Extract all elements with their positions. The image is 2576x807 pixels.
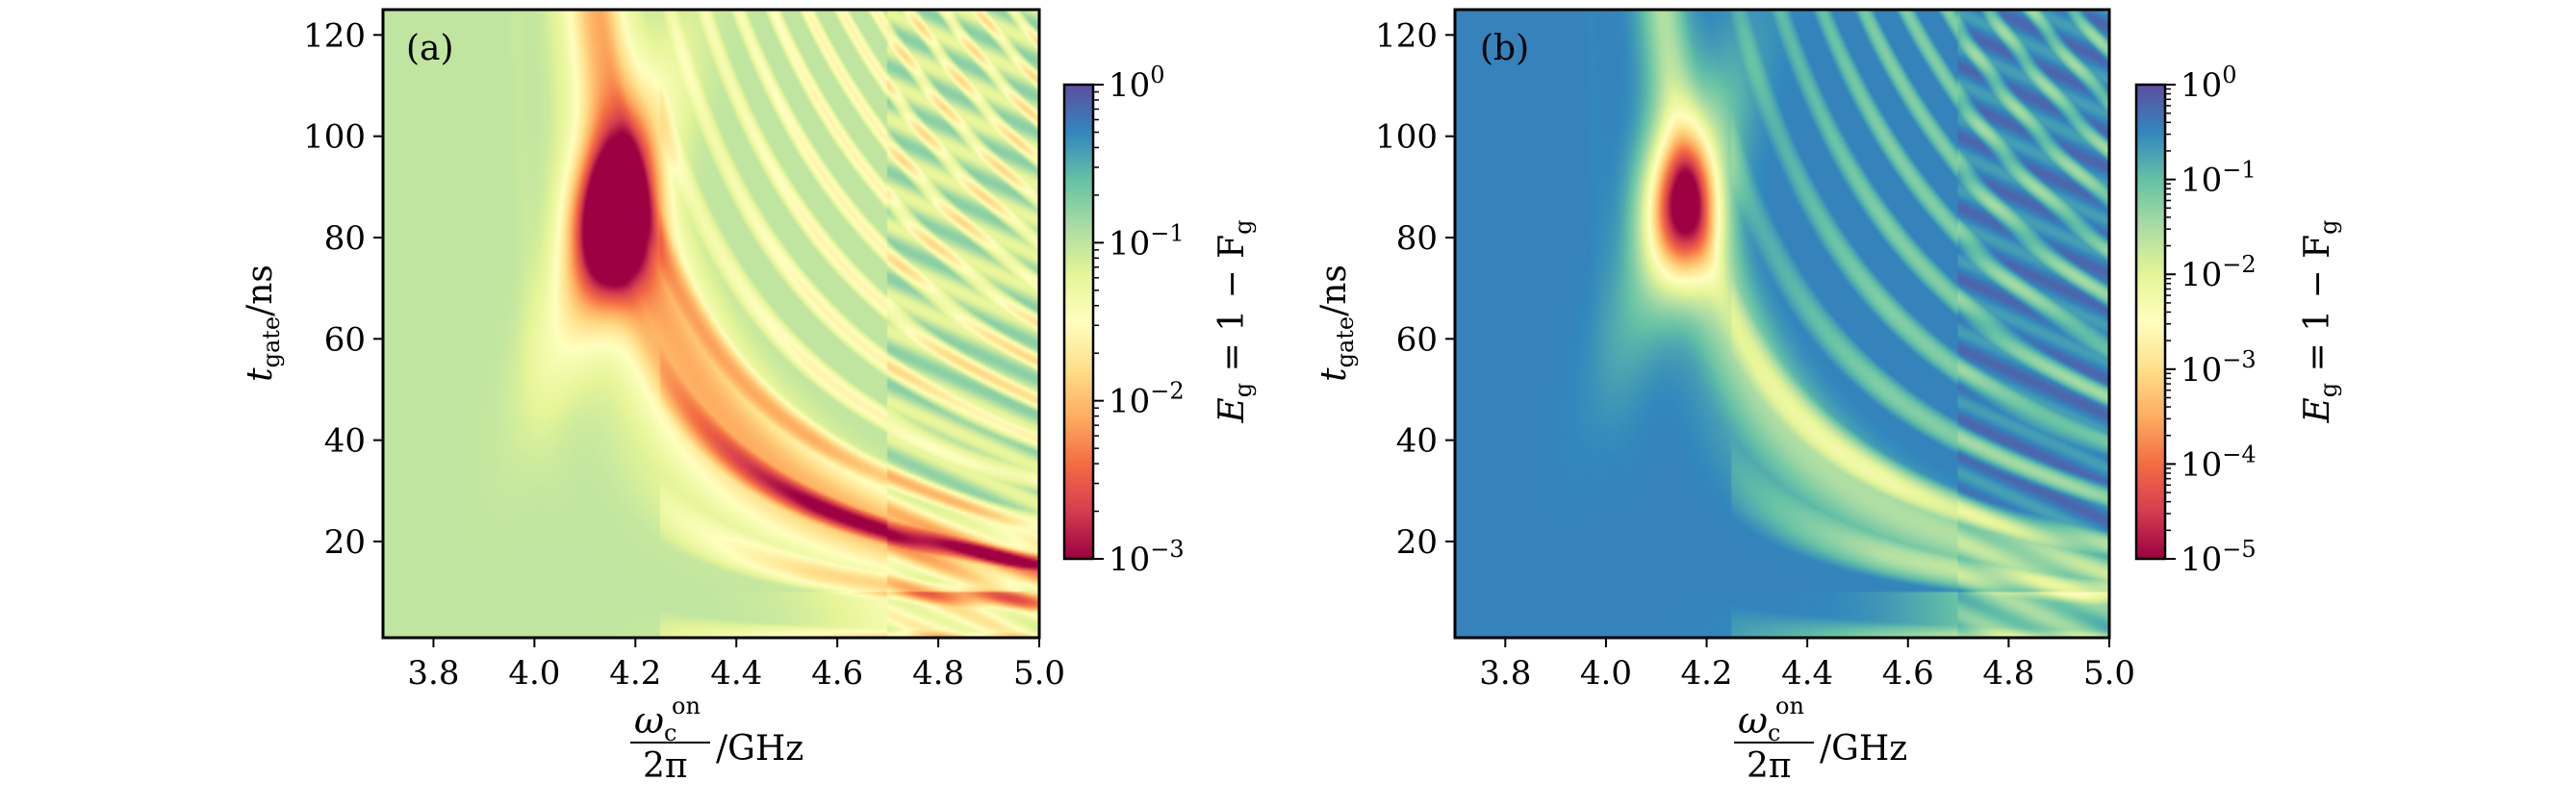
y-tick-label: 120 — [303, 16, 366, 55]
colorbar-b — [2136, 85, 2165, 559]
colorbar-title-a: Eg = 1 − Fg — [1212, 219, 1257, 423]
colorbar-a — [1064, 85, 1093, 559]
y-axis-title-a: tgate/ns — [241, 265, 285, 382]
colorbar-ticks-b: 100 10−1 10−2 10−3 10−4 10−5 — [2165, 62, 2257, 579]
x-tick-label: 4.2 — [1680, 654, 1732, 693]
axis-ticks-a: 3.8 4.0 4.2 4.4 4.6 4.8 5.0 20 40 60 80 100 120 — [303, 16, 1065, 693]
x-tick-label: 4.6 — [811, 654, 863, 693]
plot-frame-b — [1453, 8, 2111, 640]
svg-text:ωc: ωc — [634, 699, 676, 746]
y-tick-label: 60 — [1396, 320, 1438, 359]
svg-text:ωc: ωc — [1738, 699, 1780, 746]
colorbar-frame-b — [2134, 83, 2167, 561]
x-tick-label: 3.8 — [407, 654, 459, 693]
colorbar-ticks-a: 100 10−1 10−2 10−3 — [1093, 62, 1185, 579]
svg-text:/GHz: /GHz — [716, 729, 803, 769]
y-tick-label: 20 — [324, 523, 366, 562]
plot-frame-a — [381, 8, 1041, 640]
y-tick-label: 80 — [1396, 219, 1438, 258]
colorbar-tick-label: 10−2 — [2181, 251, 2257, 294]
svg-text:2π: 2π — [643, 746, 688, 786]
svg-text:tgate/ns: tgate/ns — [241, 265, 285, 382]
y-axis-title-b: tgate/ns — [1314, 265, 1359, 382]
x-tick-label: 4.4 — [1781, 654, 1833, 693]
y-tick-label: 20 — [1396, 523, 1438, 562]
svg-text:Eg = 1 − Fg: Eg = 1 − Fg — [1212, 219, 1257, 423]
x-tick-label: 3.8 — [1479, 654, 1531, 693]
x-axis-title-a: ωc on 2π /GHz — [630, 693, 803, 786]
y-tick-label: 100 — [1375, 118, 1438, 157]
y-tick-label: 60 — [324, 320, 366, 359]
x-tick-label: 4.2 — [609, 654, 661, 693]
x-tick-label: 4.4 — [710, 654, 762, 693]
colorbar-tick-label: 10−2 — [1109, 378, 1185, 421]
x-tick-label: 4.0 — [508, 654, 560, 693]
axis-ticks-b: 3.8 4.0 4.2 4.4 4.6 4.8 5.0 20 40 60 80 100 120 — [1375, 16, 2135, 693]
heatmap-b — [1455, 10, 2109, 638]
svg-text:on: on — [1775, 693, 1804, 719]
colorbar-tick-label: 10−3 — [2181, 346, 2257, 390]
x-tick-label: 4.8 — [912, 654, 964, 693]
svg-text:/GHz: /GHz — [1820, 729, 1907, 769]
x-tick-label: 4.6 — [1882, 654, 1934, 693]
svg-text:2π: 2π — [1747, 746, 1792, 786]
colorbar-tick-label: 100 — [1109, 62, 1165, 105]
x-tick-label: 4.8 — [1982, 654, 2034, 693]
svg-text:Eg = 1 − Fg: Eg = 1 − Fg — [2298, 219, 2342, 423]
x-tick-label: 5.0 — [1013, 654, 1065, 693]
colorbar-tick-label: 100 — [2181, 62, 2237, 105]
colorbar-tick-label: 10−5 — [2181, 536, 2257, 579]
colorbar-tick-label: 10−4 — [2181, 441, 2257, 484]
colorbar-tick-label: 10−1 — [1109, 219, 1185, 263]
x-tick-label: 5.0 — [2083, 654, 2135, 693]
svg-text:on: on — [672, 693, 701, 719]
colorbar-tick-label: 10−1 — [2181, 157, 2257, 200]
colorbar-frame-a — [1062, 83, 1095, 561]
y-tick-label: 80 — [324, 219, 366, 258]
heatmap-a — [383, 10, 1039, 638]
y-tick-label: 40 — [1396, 422, 1438, 461]
y-tick-label: 100 — [303, 118, 366, 157]
svg-text:tgate/ns: tgate/ns — [1314, 265, 1359, 382]
x-tick-label: 4.0 — [1580, 654, 1632, 693]
y-tick-label: 40 — [324, 422, 366, 461]
y-tick-label: 120 — [1375, 16, 1438, 55]
x-axis-title-b: ωc on 2π /GHz — [1734, 693, 1907, 786]
colorbar-title-b: Eg = 1 − Fg — [2298, 219, 2342, 423]
panel-label-b: (b) — [1480, 29, 1529, 68]
colorbar-tick-label: 10−3 — [1109, 536, 1185, 579]
panel-label-a: (a) — [406, 29, 454, 68]
